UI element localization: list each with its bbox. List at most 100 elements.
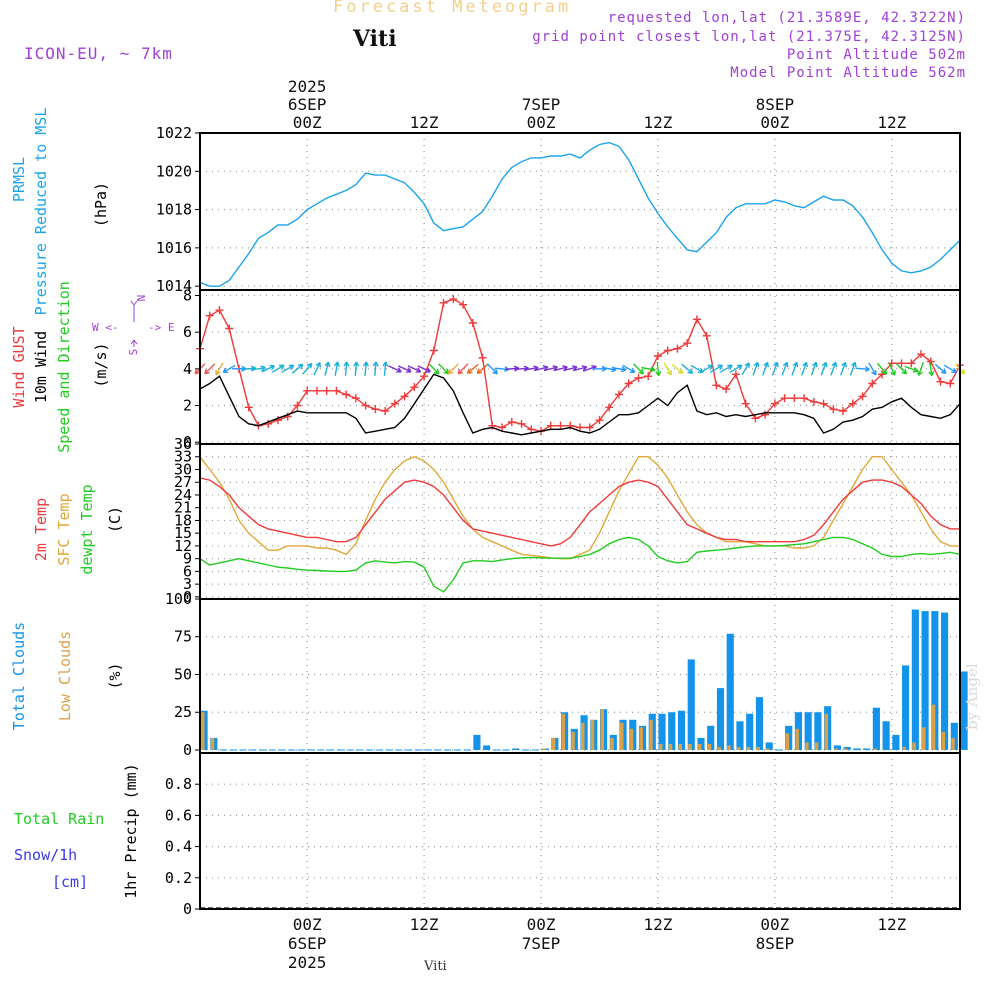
wind-arrow xyxy=(281,364,295,373)
wind-arrow xyxy=(896,363,908,375)
total-cloud-bar xyxy=(444,749,452,751)
low-cloud-bar xyxy=(542,748,546,750)
top-time-label: 00Z xyxy=(527,113,556,132)
wind-arrow xyxy=(486,363,498,375)
wind-arrow xyxy=(417,365,431,373)
low-cloud-bar xyxy=(201,712,205,750)
gust-marker xyxy=(478,353,487,362)
y-tick-label: 0.8 xyxy=(165,775,192,793)
total-cloud-bar xyxy=(375,749,384,751)
low-cloud-bar xyxy=(717,746,721,750)
gust-marker xyxy=(702,331,711,340)
total-cloud-bar xyxy=(463,749,471,751)
precip-rain-label: Total Rain xyxy=(14,810,104,828)
panel-frame xyxy=(199,752,961,910)
gust-marker xyxy=(576,423,584,432)
wind-arrow xyxy=(771,361,779,376)
total-cloud-bar xyxy=(258,749,267,751)
panel-title: Wind GUST xyxy=(10,326,28,407)
gust-marker xyxy=(420,372,429,381)
low-cloud-bar xyxy=(561,713,566,750)
low-cloud-bar xyxy=(902,746,907,750)
wind-arrow xyxy=(271,364,285,373)
total-cloud-bar xyxy=(921,611,929,750)
wind-arrow xyxy=(820,361,828,376)
gust-marker xyxy=(449,295,458,304)
gust-marker xyxy=(215,306,224,315)
gust-marker xyxy=(634,374,643,382)
bottom-time-label: 00Z xyxy=(293,915,322,934)
low-cloud-bar xyxy=(707,743,712,750)
total-cloud-bar xyxy=(814,712,822,750)
model-altitude: Model Point Altitude 562m xyxy=(730,65,966,81)
wind-arrow xyxy=(633,363,645,375)
gust-marker xyxy=(566,421,575,430)
wind-arrow xyxy=(762,361,769,376)
total-cloud-bar xyxy=(453,749,461,751)
compass-east: -> E xyxy=(148,321,175,334)
y-tick-label: 6 xyxy=(183,562,192,580)
wind-arrow xyxy=(573,365,588,372)
low-cloud-bar xyxy=(551,737,556,750)
gust-marker xyxy=(498,423,507,432)
panel-title: Pressure Reduced to MSL xyxy=(32,108,50,316)
panel-title: SFC Temp xyxy=(55,493,73,565)
total-cloud-bar xyxy=(473,734,481,750)
wind-arrow xyxy=(855,366,870,373)
y-tick-label: 33 xyxy=(174,448,192,466)
wind-arrow xyxy=(741,362,750,376)
gust-marker xyxy=(653,352,662,360)
low-cloud-bar xyxy=(678,743,682,750)
wind-arrow xyxy=(801,361,808,376)
gust-marker xyxy=(897,359,906,368)
credit-watermark: by Angel xyxy=(963,663,981,730)
low-cloud-bar xyxy=(629,728,634,750)
y-tick-label: 8 xyxy=(183,287,192,305)
gust-marker xyxy=(907,359,916,368)
wind-arrow xyxy=(791,361,799,376)
low-cloud-bar xyxy=(746,746,751,750)
total-cloud-bar xyxy=(950,722,958,750)
y-tick-label: 0 xyxy=(183,900,192,918)
total-cloud-bar xyxy=(346,749,354,751)
wind-arrow xyxy=(388,365,402,373)
y-tick-label: 0 xyxy=(183,588,192,606)
panel-pressure: 1014 1016 1018 1020 1022 PRMSL Pressure Reduce… xyxy=(10,108,961,316)
y-tick-label: 0.2 xyxy=(165,869,192,887)
location-name: Viti xyxy=(353,26,397,52)
panel-frame xyxy=(199,598,961,754)
y-tick-label: 3 xyxy=(183,575,192,593)
low-cloud-bar xyxy=(581,722,585,750)
low-cloud-bar xyxy=(736,746,741,750)
bottom-time-label: 2025 xyxy=(288,953,327,972)
wind-arrow xyxy=(681,363,694,374)
low-cloud-bar xyxy=(571,731,575,750)
bottom-time-label: 12Z xyxy=(410,915,439,934)
gust-marker xyxy=(546,421,555,430)
total-cloud-bar xyxy=(804,712,812,750)
low-cloud-bar xyxy=(668,743,673,750)
gust-marker xyxy=(439,298,448,307)
point-altitude: Point Altitude 502m xyxy=(786,47,966,63)
bottom-time-label: 6SEP xyxy=(288,934,327,953)
wind-arrow xyxy=(251,365,266,372)
wind-arrow xyxy=(362,361,369,376)
wind-arrow xyxy=(476,363,489,374)
gust-marker xyxy=(780,394,789,403)
bottom-time-label: 12Z xyxy=(643,915,672,934)
total-cloud-bar xyxy=(288,749,296,751)
wind-arrow xyxy=(729,364,743,373)
total-cloud-bar xyxy=(882,721,890,750)
total-cloud-bar xyxy=(726,633,734,750)
requested-coords: requested lon,lat (21.3589E, 42.3222N) xyxy=(607,10,966,26)
wind-arrow xyxy=(943,364,957,373)
wind-arrow xyxy=(868,362,877,376)
low-cloud-bar xyxy=(805,742,809,750)
gust-marker xyxy=(264,419,273,428)
wind-arrow xyxy=(840,361,847,376)
gust-marker xyxy=(644,372,653,381)
low-cloud-bar xyxy=(590,719,595,750)
wind-arrow xyxy=(849,361,857,376)
